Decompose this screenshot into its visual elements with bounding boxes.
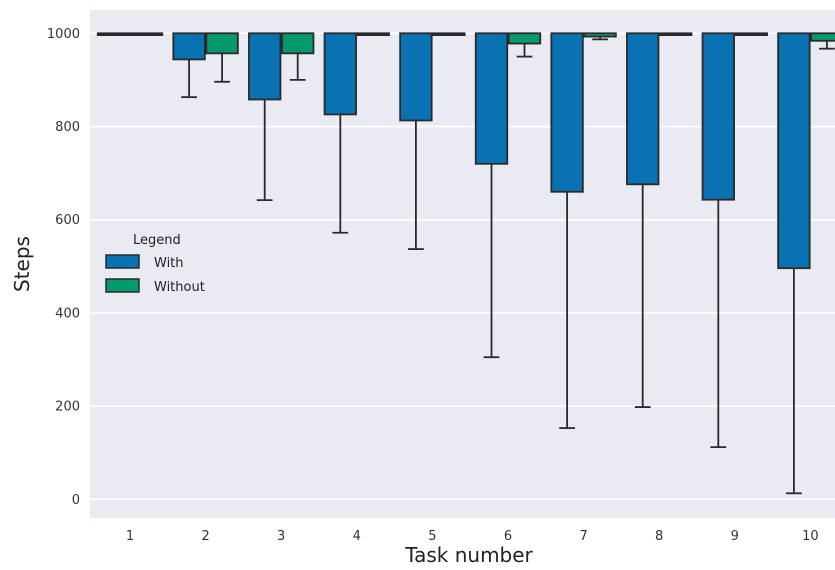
box [626,32,660,186]
box [474,32,509,165]
x-tick-label: 7 [579,529,587,544]
legend-title: Legend [133,233,181,248]
box [129,32,164,37]
legend-swatch-without [105,278,140,293]
box [810,32,835,42]
series-without [129,32,835,83]
box [659,32,693,37]
series-with [96,32,811,495]
box [281,32,315,55]
x-tick-label: 9 [731,529,739,544]
x-tick-label: 6 [504,529,512,544]
box-series [96,32,835,495]
x-tick-label: 3 [277,529,285,544]
legend-label-with: With [154,256,184,271]
x-tick-label: 10 [802,529,819,544]
box [701,32,735,201]
y-axis-ticks: 0 200 400 600 800 1000 [47,27,80,508]
box [550,32,584,193]
y-tick-label: 400 [55,306,80,321]
x-axis-ticks: 1 2 3 4 5 6 7 8 9 10 [126,529,819,544]
box [205,32,239,55]
legend: Legend With Without [105,233,205,295]
x-tick-label: 5 [428,529,436,544]
y-tick-label: 200 [55,400,80,415]
box [96,32,131,37]
box [356,32,390,37]
box [777,32,811,270]
y-tick-label: 1000 [47,27,80,42]
x-tick-label: 4 [353,529,361,544]
y-axis-title: Steps [10,236,34,292]
y-tick-label: 600 [55,213,80,228]
box [583,32,617,38]
x-tick-label: 2 [201,529,209,544]
box [734,32,768,37]
x-tick-label: 8 [655,529,663,544]
box [248,32,282,101]
x-axis-title: Task number [404,543,533,567]
box [399,32,433,122]
x-tick-label: 1 [126,529,134,544]
legend-label-without: Without [154,280,205,295]
legend-swatch-with [105,254,140,269]
box [507,32,542,45]
y-tick-label: 800 [55,120,80,135]
y-tick-label: 0 [72,493,80,508]
box [323,32,357,116]
box [432,32,466,37]
box [172,32,206,61]
